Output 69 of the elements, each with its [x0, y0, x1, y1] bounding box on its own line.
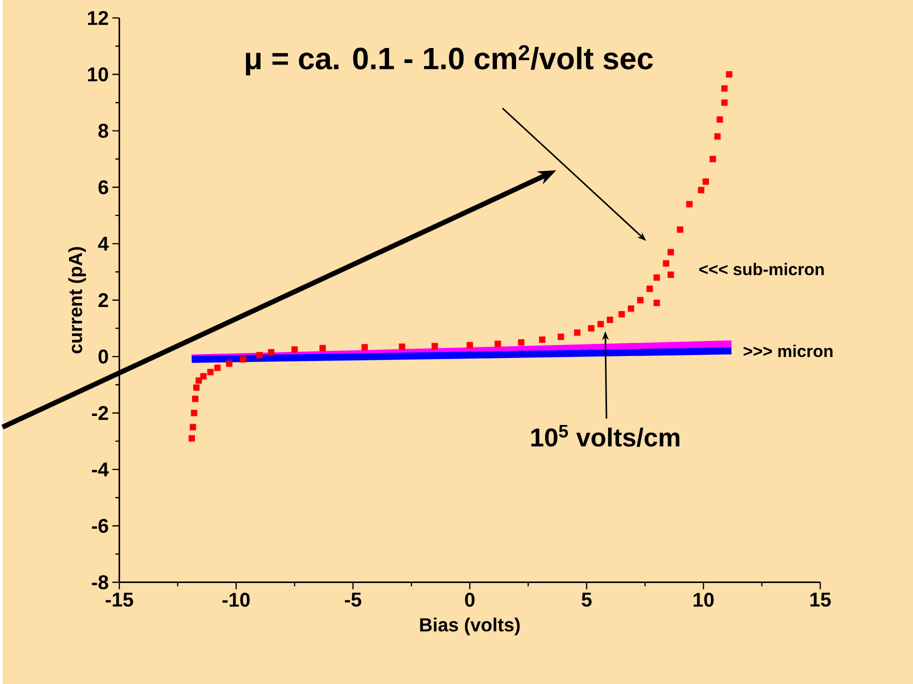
y-tick-label: 6	[98, 180, 108, 194]
point	[714, 133, 721, 140]
point	[256, 352, 263, 358]
point	[291, 346, 298, 353]
x-tick-label: -15	[106, 592, 134, 607]
point	[494, 340, 502, 348]
point	[226, 360, 232, 367]
y-tick-label: -8	[92, 575, 108, 590]
x-tick-label: 0	[465, 592, 475, 607]
point	[597, 320, 604, 328]
point	[668, 248, 674, 256]
point	[618, 311, 625, 318]
series-label: >>> micron	[744, 344, 832, 358]
y-tick-label: -2	[92, 406, 108, 420]
point	[654, 274, 660, 281]
point	[702, 178, 709, 185]
point	[686, 200, 693, 208]
y-tick-label: 12	[88, 11, 108, 25]
point	[361, 344, 368, 350]
y-tick-label: 2	[98, 293, 108, 308]
y-tick-label: 8	[98, 124, 108, 138]
point	[646, 286, 653, 292]
point	[558, 334, 564, 340]
point	[398, 343, 406, 350]
y-tick-label: -6	[92, 518, 108, 533]
point	[637, 296, 644, 304]
point	[628, 305, 634, 312]
point	[698, 186, 704, 194]
series-label: <<< sub-micron	[699, 262, 824, 276]
point	[726, 71, 732, 78]
y-axis-title: current (pA)	[68, 247, 86, 354]
point	[188, 435, 195, 442]
point	[466, 342, 473, 348]
point	[721, 99, 728, 106]
annotation: μ = ca. 0.1 - 1.0 cm$^{2}$/volt sec	[246, 45, 653, 76]
point	[214, 364, 221, 372]
y-tick-label: 10	[88, 67, 108, 82]
x-tick-label: 5	[582, 592, 592, 607]
point	[518, 339, 524, 346]
point	[190, 424, 196, 430]
point	[192, 396, 198, 402]
x-axis-title: Bias (volts)	[420, 618, 520, 636]
annotation: 10$^{5}$ volts/cm	[531, 424, 680, 447]
point	[662, 260, 670, 267]
point	[710, 156, 716, 162]
point	[190, 410, 198, 416]
y-tick-label: -4	[92, 462, 109, 476]
x-tick-label: 15	[810, 592, 831, 607]
x-tick-label: -5	[344, 592, 362, 607]
x-tick-label: -10	[222, 592, 250, 607]
point	[539, 336, 546, 343]
point	[319, 344, 326, 352]
point	[268, 349, 274, 356]
point	[432, 342, 438, 350]
point	[240, 356, 246, 363]
point	[654, 300, 660, 306]
point	[668, 272, 674, 278]
point	[721, 85, 728, 92]
point	[193, 384, 200, 391]
x-tick-label: 10	[694, 592, 714, 607]
point	[200, 373, 207, 380]
point	[588, 325, 594, 332]
y-tick-label: 4	[98, 236, 109, 251]
point	[606, 316, 614, 324]
y-tick-label: 0	[98, 350, 108, 364]
point	[676, 226, 684, 233]
point	[574, 329, 580, 336]
point	[716, 116, 723, 123]
point	[207, 368, 214, 376]
